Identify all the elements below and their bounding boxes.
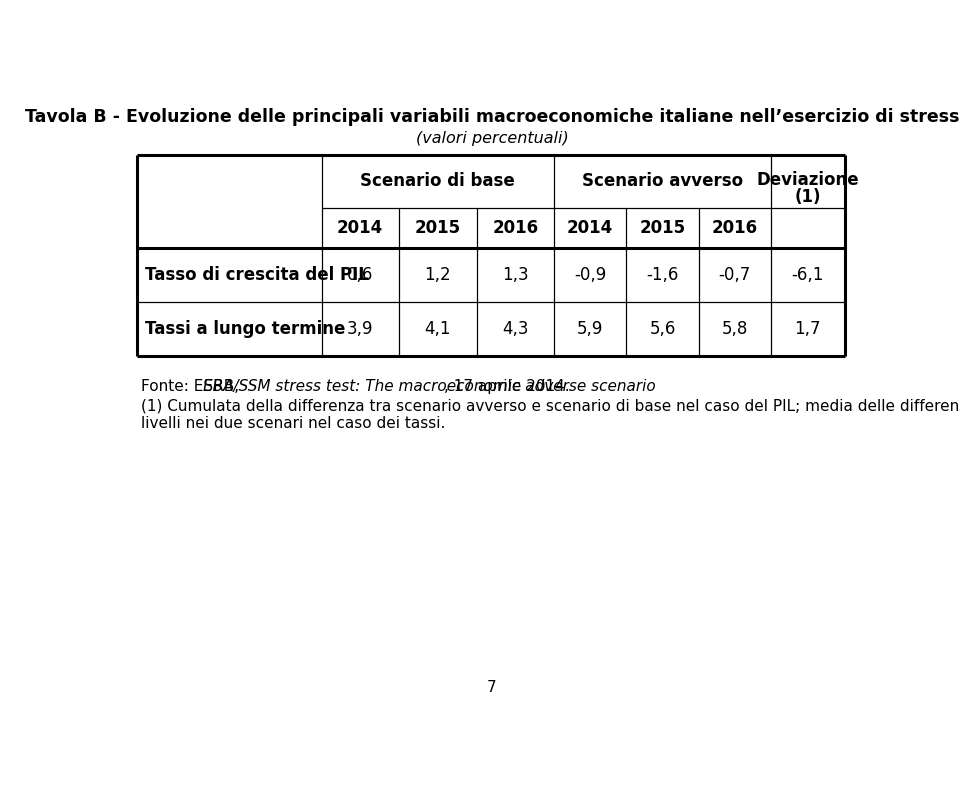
Text: -6,1: -6,1 <box>792 266 824 284</box>
Text: EBA/SSM stress test: The macroeconomic adverse scenario: EBA/SSM stress test: The macroeconomic a… <box>203 379 656 394</box>
Text: 2014: 2014 <box>337 220 383 238</box>
Text: 2015: 2015 <box>639 220 685 238</box>
Text: 2016: 2016 <box>711 220 757 238</box>
Text: -1,6: -1,6 <box>646 266 679 284</box>
Text: (1): (1) <box>795 188 821 206</box>
Text: Scenario di base: Scenario di base <box>360 172 516 190</box>
Text: Deviazione: Deviazione <box>756 172 859 190</box>
Text: , 17 aprile 2014.: , 17 aprile 2014. <box>444 379 569 394</box>
Text: Tasso di crescita del PIL: Tasso di crescita del PIL <box>145 266 369 284</box>
Text: 1,7: 1,7 <box>795 320 821 338</box>
Text: (1) Cumulata della differenza tra scenario avverso e scenario di base nel caso d: (1) Cumulata della differenza tra scenar… <box>141 398 960 414</box>
Text: (valori percentuali): (valori percentuali) <box>416 131 568 146</box>
Text: Fonte: ESRB,: Fonte: ESRB, <box>141 379 244 394</box>
Text: 2014: 2014 <box>567 220 613 238</box>
Text: 5,6: 5,6 <box>649 320 676 338</box>
Text: 1,2: 1,2 <box>424 266 451 284</box>
Text: 5,8: 5,8 <box>722 320 748 338</box>
Text: 3,9: 3,9 <box>347 320 373 338</box>
Text: -0,9: -0,9 <box>574 266 607 284</box>
Text: 2015: 2015 <box>415 220 461 238</box>
Text: 2016: 2016 <box>492 220 539 238</box>
Text: 4,3: 4,3 <box>502 320 529 338</box>
Text: -0,7: -0,7 <box>719 266 751 284</box>
Text: 5,9: 5,9 <box>577 320 603 338</box>
Text: Scenario avverso: Scenario avverso <box>582 172 743 190</box>
Text: Tavola B - Evoluzione delle principali variabili macroeconomiche italiane nell’e: Tavola B - Evoluzione delle principali v… <box>25 109 959 126</box>
Text: 1,3: 1,3 <box>502 266 529 284</box>
Text: 7: 7 <box>487 680 497 695</box>
Text: livelli nei due scenari nel caso dei tassi.: livelli nei due scenari nel caso dei tas… <box>141 416 445 431</box>
Text: 4,1: 4,1 <box>424 320 451 338</box>
Text: 0,6: 0,6 <box>348 266 373 284</box>
Text: Tassi a lungo termine: Tassi a lungo termine <box>145 320 346 338</box>
